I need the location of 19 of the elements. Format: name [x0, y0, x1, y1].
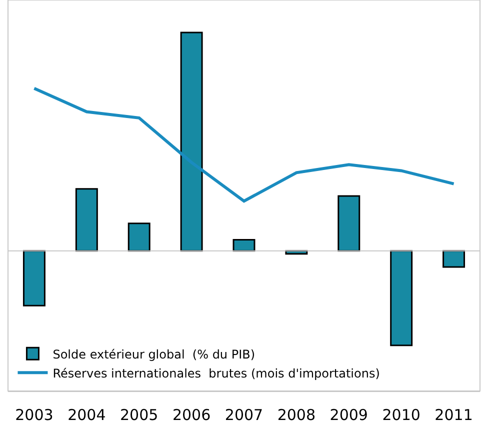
x-tick-label: 2005	[120, 406, 158, 424]
legend-label: Solde extérieur global (% du PIB)	[52, 347, 256, 362]
legend-label: Réserves internationales brutes (mois d'importations)	[52, 366, 380, 380]
x-tick-label: 2007	[224, 406, 264, 424]
bar	[22, 250, 46, 306]
bar	[390, 250, 413, 346]
bar	[75, 188, 98, 252]
bar	[442, 250, 466, 268]
x-tick-label: 2010	[382, 406, 420, 424]
x-tick-label: 2008	[277, 406, 316, 424]
x-tick-label: 2003	[15, 406, 54, 424]
bar	[180, 32, 203, 252]
bar	[338, 195, 360, 252]
x-tick-label: 2004	[68, 406, 106, 424]
x-tick-label: 2011	[434, 406, 473, 424]
x-tick-label: 2009	[330, 406, 368, 424]
x-tick-label: 2006	[172, 406, 211, 424]
bar	[232, 238, 256, 252]
bar	[128, 222, 150, 252]
